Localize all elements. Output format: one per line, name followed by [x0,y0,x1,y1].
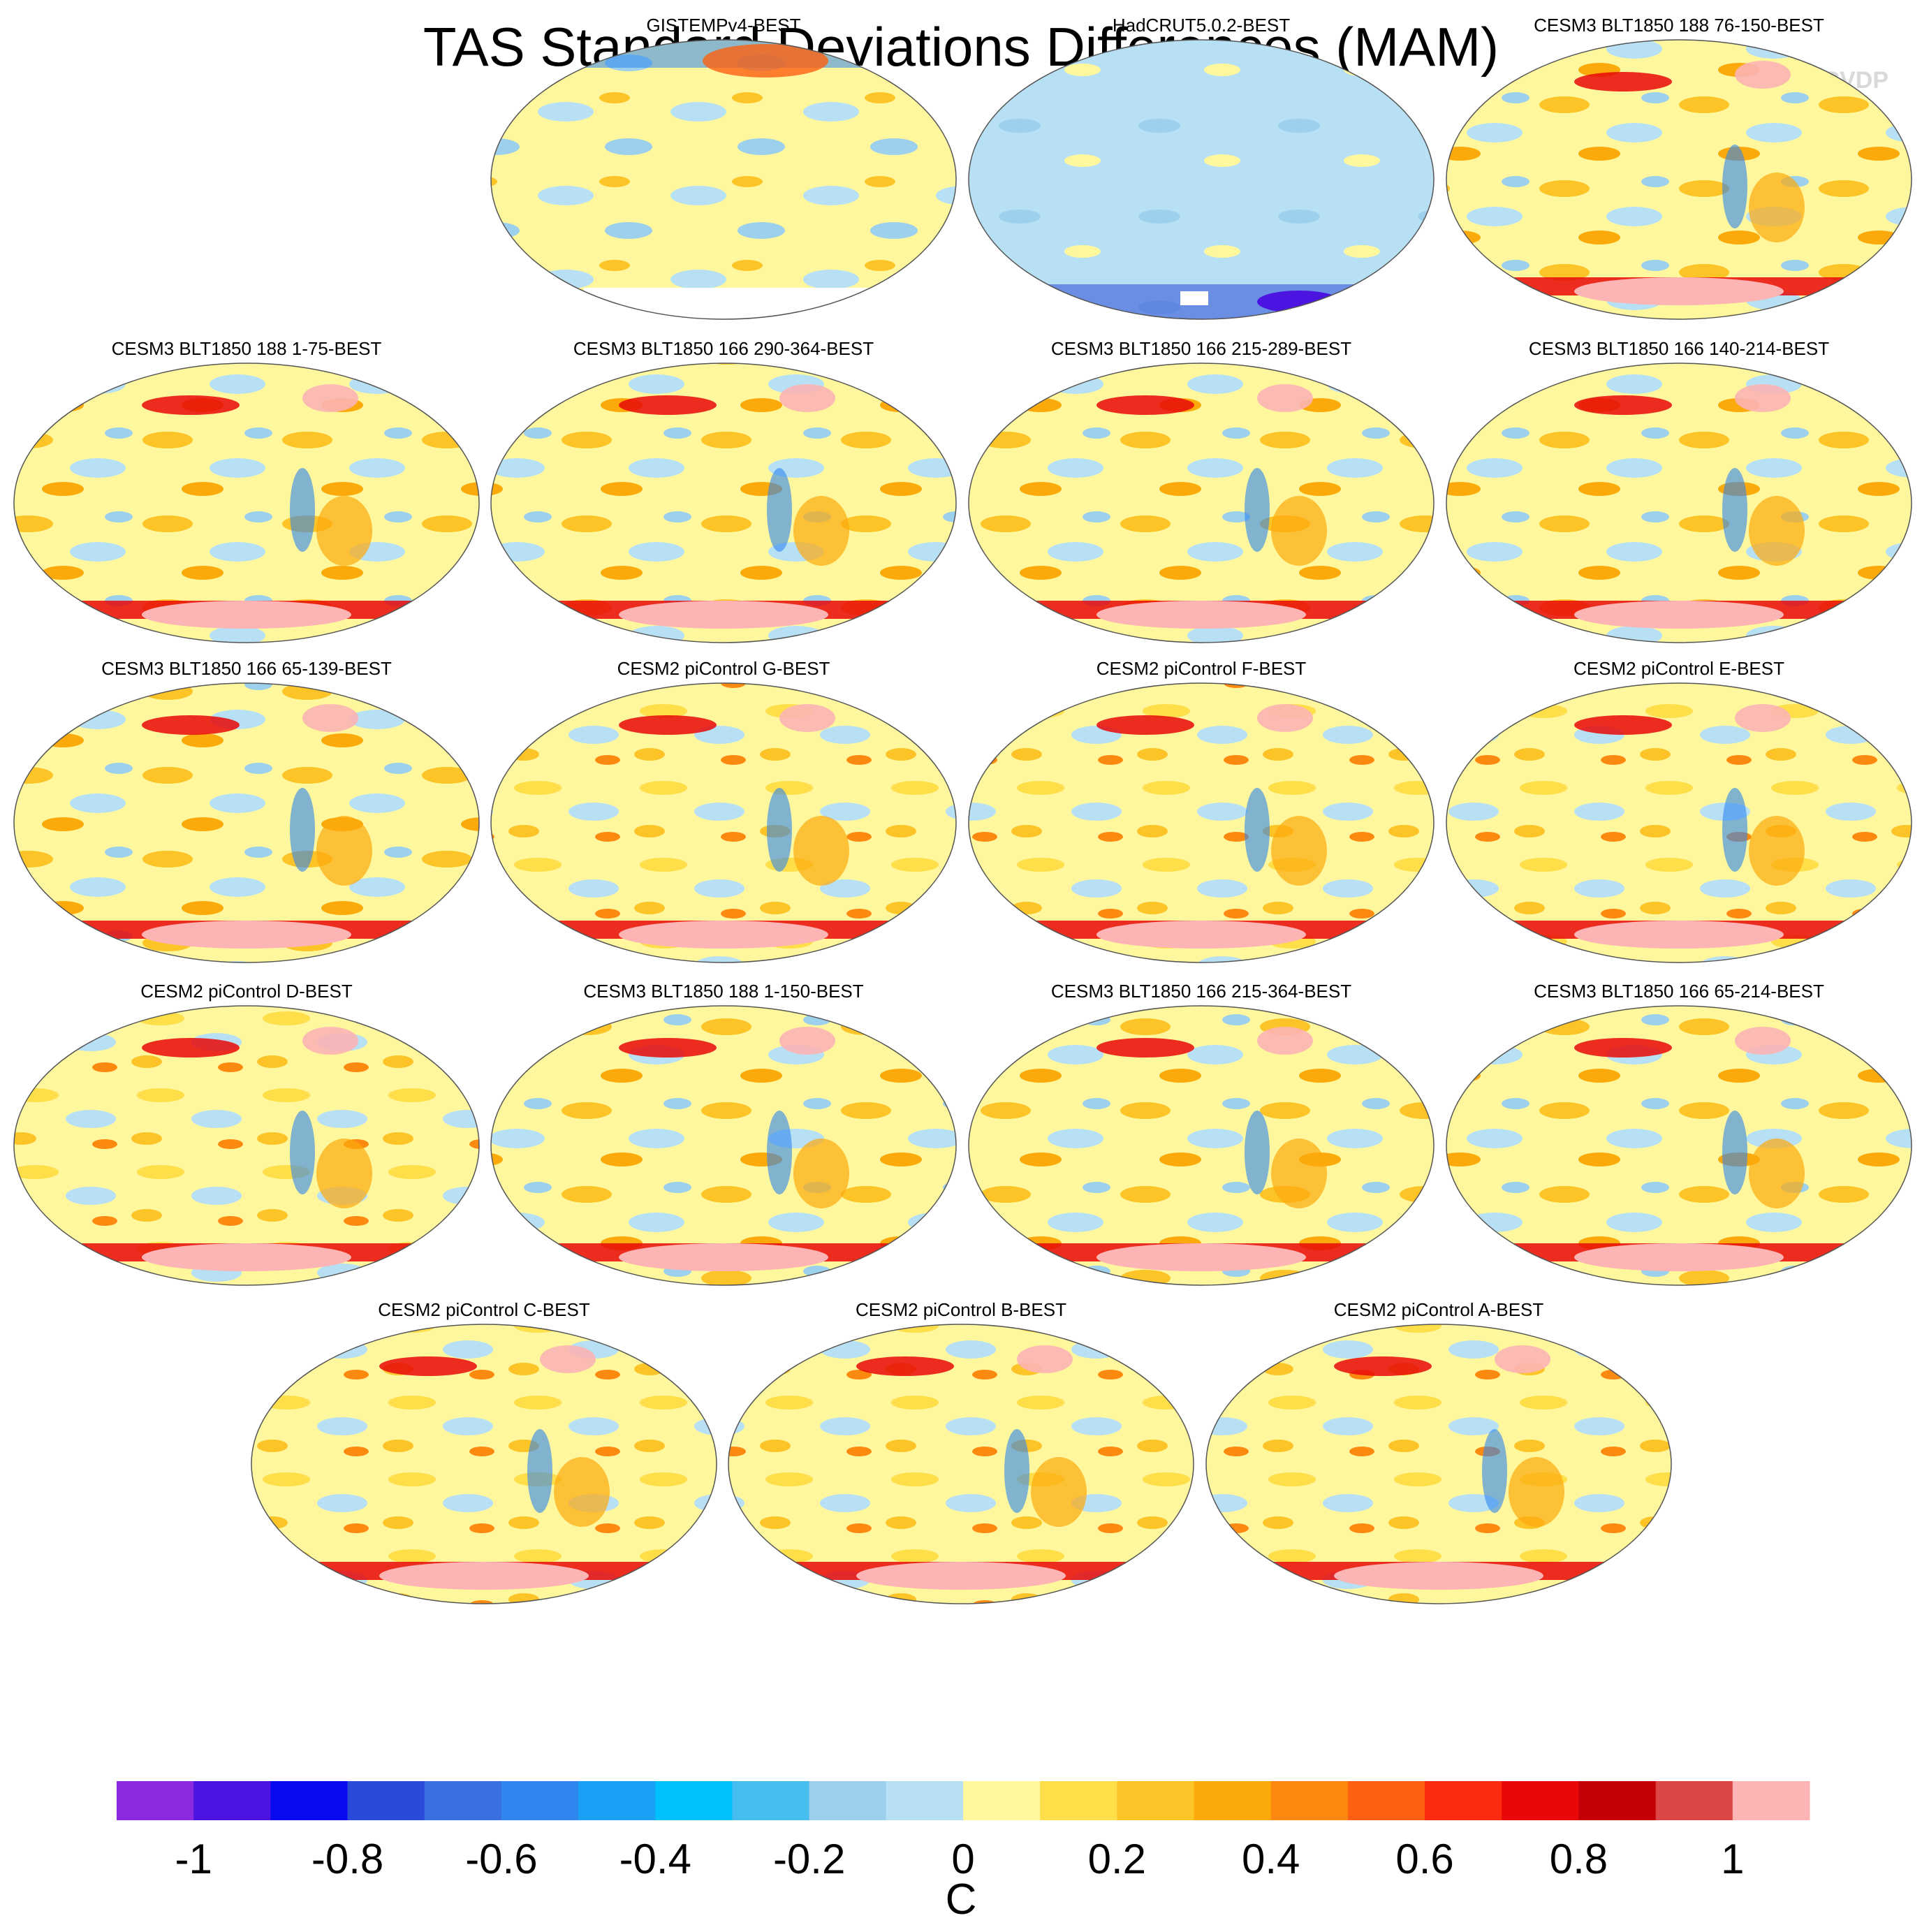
colorbar-box [809,1781,887,1820]
panel-title: CESM3 BLT1850 166 215-289-BEST [1051,338,1351,359]
map-panel: CESM3 BLT1850 166 65-139-BEST [13,658,480,963]
panel-title: CESM2 piControl D-BEST [140,981,353,1002]
colorbar-box [117,1781,194,1820]
colorbar-box [501,1781,579,1820]
colorbar-box [886,1781,964,1820]
colorbar-box [424,1781,502,1820]
colorbar-tick-label: 1 [1721,1836,1744,1882]
panel-title: CESM3 BLT1850 188 1-150-BEST [583,981,863,1002]
panel-title: CESM2 piControl B-BEST [856,1299,1066,1320]
panel-title: CESM3 BLT1850 166 215-364-BEST [1051,981,1351,1002]
colorbar-box [655,1781,733,1820]
map-panel: CESM3 BLT1850 166 215-289-BEST [968,338,1435,643]
colorbar-box [963,1781,1041,1820]
colorbar-tick-label: -0.8 [311,1836,383,1882]
map-panel: CESM3 BLT1850 166 65-214-BEST [1446,981,1912,1286]
panel-title: CESM3 BLT1850 188 76-150-BEST [1534,15,1824,36]
map-panel: CESM3 BLT1850 188 76-150-BEST [1446,15,1912,320]
panel-title: HadCRUT5.0.2-BEST [1113,15,1290,36]
panel-title: CESM2 piControl C-BEST [378,1299,590,1320]
panel-title: GISTEMPv4-BEST [646,15,800,36]
colorbar-box [1655,1781,1733,1820]
panel-title: CESM3 BLT1850 166 290-364-BEST [573,338,874,359]
colorbar-box [1194,1781,1272,1820]
colorbar-box [1425,1781,1502,1820]
colorbar-box [1578,1781,1657,1820]
panel-title: CESM3 BLT1850 166 65-214-BEST [1534,981,1824,1002]
panel-title: CESM2 piControl F-BEST [1096,658,1307,679]
panel-title: CESM3 BLT1850 166 65-139-BEST [101,658,392,679]
map-panels: GISTEMPv4-BEST HadCRUT5.0.2-BEST CESM3 BLT… [13,15,1912,1604]
colorbar-box [578,1781,656,1820]
colorbar-tick-label: -0.2 [773,1836,845,1882]
panel-title: CESM2 piControl A-BEST [1334,1299,1544,1320]
colorbar-box [1347,1781,1425,1820]
colorbar-box [1732,1781,1810,1820]
colorbar-box [193,1781,271,1820]
map-panel: CESM3 BLT1850 166 140-214-BEST [1446,338,1912,643]
colorbar-box [1117,1781,1195,1820]
colorbar-box [347,1781,425,1820]
colorbar-tick-label: 0.4 [1242,1836,1300,1882]
colorbar-tick-label: -0.6 [465,1836,537,1882]
colorbar-tick-label: -0.4 [619,1836,691,1882]
colorbar-box [270,1781,349,1820]
colorbar-box [1502,1781,1579,1820]
panel-title: CESM3 BLT1850 166 140-214-BEST [1529,338,1829,359]
colorbar-tick-label: 0 [951,1836,974,1882]
colorbar-unit-label: C [946,1875,977,1924]
map-panel: CESM3 BLT1850 188 1-150-BEST [490,981,957,1286]
colorbar-box [1270,1781,1349,1820]
map-panel: CESM2 piControl D-BEST [13,981,480,1286]
colorbar-box [732,1781,810,1820]
map-panel: CESM3 BLT1850 188 1-75-BEST [13,338,480,643]
panel-title: CESM2 piControl G-BEST [617,658,830,679]
colorbar-tick-label: -1 [175,1836,212,1882]
colorbar-tick-label: 0.2 [1088,1836,1146,1882]
panel-title: CESM3 BLT1850 188 1-75-BEST [112,338,382,359]
colorbar-tick-label: 0.8 [1550,1836,1608,1882]
map-panel: CESM3 BLT1850 166 290-364-BEST [490,338,957,643]
colorbar-box [1040,1781,1117,1820]
panel-title: CESM2 piControl E-BEST [1573,658,1784,679]
colorbar-tick-label: 0.6 [1395,1836,1453,1882]
